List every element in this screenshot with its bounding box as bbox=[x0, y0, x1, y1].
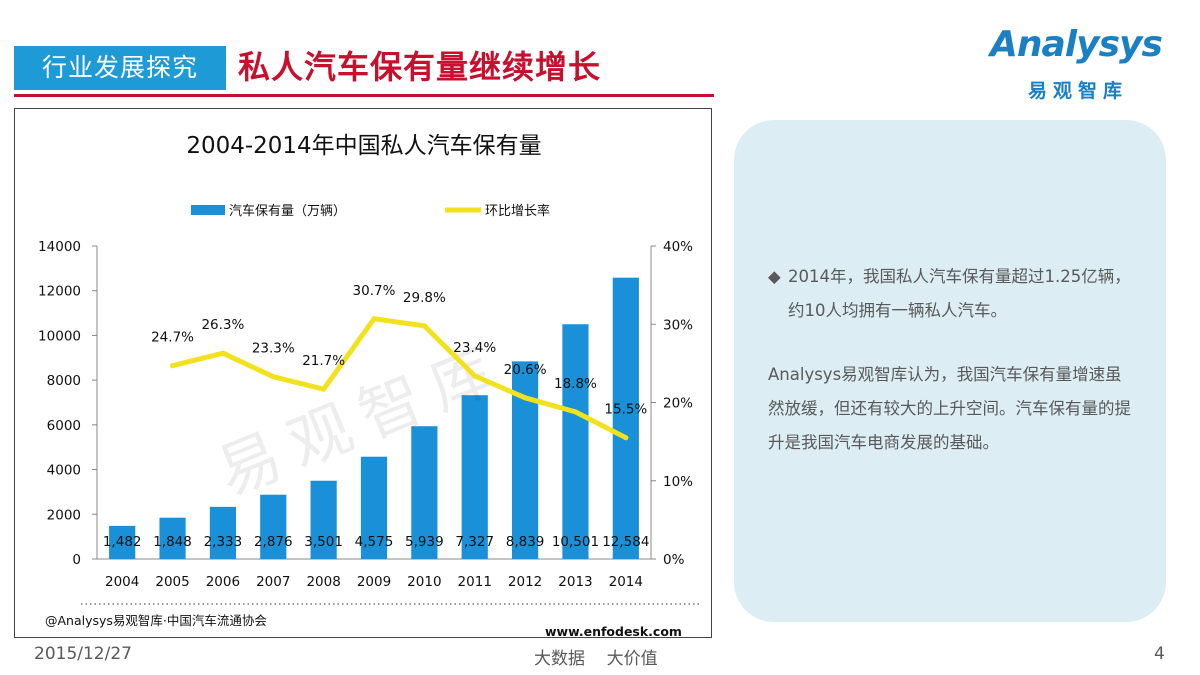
legend-bar-label: 汽车保有量（万辆） bbox=[229, 203, 346, 219]
line-value-label: 30.7% bbox=[353, 283, 396, 299]
x-tick-label: 2004 bbox=[105, 574, 139, 590]
bar bbox=[159, 517, 186, 559]
footer-date: 2015/12/27 bbox=[34, 644, 132, 664]
chart-frame: 2004-2014年中国私人汽车保有量汽车保有量（万辆） 环比增长率 0 2000 40… bbox=[14, 108, 712, 639]
y-left-tick-label: 2000 bbox=[47, 507, 81, 523]
x-tick-label: 2014 bbox=[609, 574, 643, 590]
line-point bbox=[220, 350, 226, 356]
bar-value-label: 5,939 bbox=[405, 534, 444, 550]
line-point bbox=[421, 323, 427, 329]
chart-title: 2004-2014年中国私人汽车保有量 bbox=[186, 133, 541, 159]
x-tick-label: 2013 bbox=[558, 574, 592, 590]
bar-value-label: 4,575 bbox=[355, 534, 394, 550]
line-point bbox=[371, 316, 377, 322]
info-bullet-text: 2014年，我国私人汽车保有量超过1.25亿辆，约10人均拥有一辆私人汽车。 bbox=[788, 267, 1131, 320]
section-tag: 行业发展探究 bbox=[14, 46, 226, 90]
bar bbox=[310, 480, 337, 559]
y-right-tick-label: 10% bbox=[663, 474, 693, 490]
title-divider bbox=[14, 94, 714, 97]
y-right-tick-label: 30% bbox=[663, 317, 693, 333]
bar-value-label: 2,333 bbox=[204, 534, 243, 550]
y-left-tick-label: 4000 bbox=[47, 463, 81, 479]
y-right-tick-label: 0% bbox=[663, 552, 685, 568]
line-value-label: 23.4% bbox=[453, 340, 496, 356]
line-value-label: 21.7% bbox=[302, 353, 345, 369]
chart-source: @Analysys易观智库·中国汽车流通协会 bbox=[45, 613, 267, 628]
bar-value-label: 7,327 bbox=[455, 534, 494, 550]
x-tick-label: 2005 bbox=[155, 574, 189, 590]
page-title: 私人汽车保有量继续增长 bbox=[238, 48, 602, 86]
line-value-label: 24.7% bbox=[151, 330, 194, 346]
bar bbox=[411, 426, 438, 559]
bar-value-label: 10,501 bbox=[552, 534, 599, 550]
line-value-label: 18.8% bbox=[554, 376, 597, 392]
x-tick-label: 2009 bbox=[357, 574, 391, 590]
bar-value-label: 2,876 bbox=[254, 534, 293, 550]
legend-line-label: 环比增长率 bbox=[485, 203, 550, 219]
x-tick-label: 2011 bbox=[458, 574, 492, 590]
bar-value-label: 8,839 bbox=[506, 534, 545, 550]
x-tick-label: 2006 bbox=[206, 574, 240, 590]
line-point bbox=[572, 409, 578, 415]
info-panel: ◆ 2014年，我国私人汽车保有量超过1.25亿辆，约10人均拥有一辆私人汽车。… bbox=[734, 120, 1166, 622]
y-right-tick-label: 40% bbox=[663, 239, 693, 255]
y-left-tick-label: 8000 bbox=[47, 373, 81, 389]
logo-subtitle: 易观智库 bbox=[1028, 80, 1129, 102]
x-tick-label: 2010 bbox=[407, 574, 441, 590]
x-tick-label: 2007 bbox=[256, 574, 290, 590]
bar bbox=[562, 324, 589, 559]
y-left-tick-label: 10000 bbox=[38, 328, 81, 344]
y-left-tick-label: 14000 bbox=[38, 239, 81, 255]
bar-value-label: 1,848 bbox=[153, 534, 192, 550]
info-bullet: ◆ 2014年，我国私人汽车保有量超过1.25亿辆，约10人均拥有一辆私人汽车。 bbox=[768, 260, 1132, 328]
info-paragraph: Analysys易观智库认为，我国汽车保有量增速虽然放缓，但还有较大的上升空间。… bbox=[768, 365, 1131, 452]
bar bbox=[461, 395, 488, 559]
line-value-label: 26.3% bbox=[201, 317, 244, 333]
bar bbox=[360, 456, 388, 559]
bar bbox=[209, 506, 237, 559]
x-tick-label: 2012 bbox=[508, 574, 542, 590]
footer-slogan: 大数据 大价值 bbox=[534, 649, 658, 669]
y-left-tick-label: 0 bbox=[72, 552, 81, 568]
y-left-tick-label: 12000 bbox=[38, 284, 81, 300]
bar bbox=[612, 277, 639, 559]
line-point bbox=[472, 373, 478, 379]
bar bbox=[109, 525, 136, 559]
logo-wordmark: Analysys bbox=[990, 24, 1163, 65]
chart-site: www.enfodesk.com bbox=[545, 624, 682, 639]
line-value-label: 15.5% bbox=[604, 402, 647, 418]
bar bbox=[260, 494, 287, 559]
legend-bar-swatch bbox=[191, 205, 225, 215]
x-tick-label: 2008 bbox=[306, 574, 340, 590]
bar-value-label: 12,584 bbox=[602, 534, 649, 550]
analysys-logo: Analysys 易观智库 bbox=[990, 22, 1170, 112]
diamond-bullet-icon: ◆ bbox=[768, 267, 781, 286]
bar-value-label: 1,482 bbox=[103, 534, 142, 550]
y-left-tick-label: 6000 bbox=[47, 418, 81, 434]
line-point bbox=[522, 395, 528, 401]
bar bbox=[511, 361, 539, 559]
line-value-label: 20.6% bbox=[504, 362, 547, 378]
line-value-label: 23.3% bbox=[252, 341, 295, 357]
bar-value-label: 3,501 bbox=[304, 534, 343, 550]
growth-rate-line bbox=[170, 316, 629, 441]
y-right-tick-label: 20% bbox=[663, 396, 693, 412]
line-point bbox=[270, 374, 276, 380]
line-point bbox=[321, 386, 327, 392]
page-number: 4 bbox=[1154, 644, 1165, 664]
line-point bbox=[623, 435, 629, 441]
line-point bbox=[170, 363, 176, 369]
line-value-label: 29.8% bbox=[403, 290, 446, 306]
